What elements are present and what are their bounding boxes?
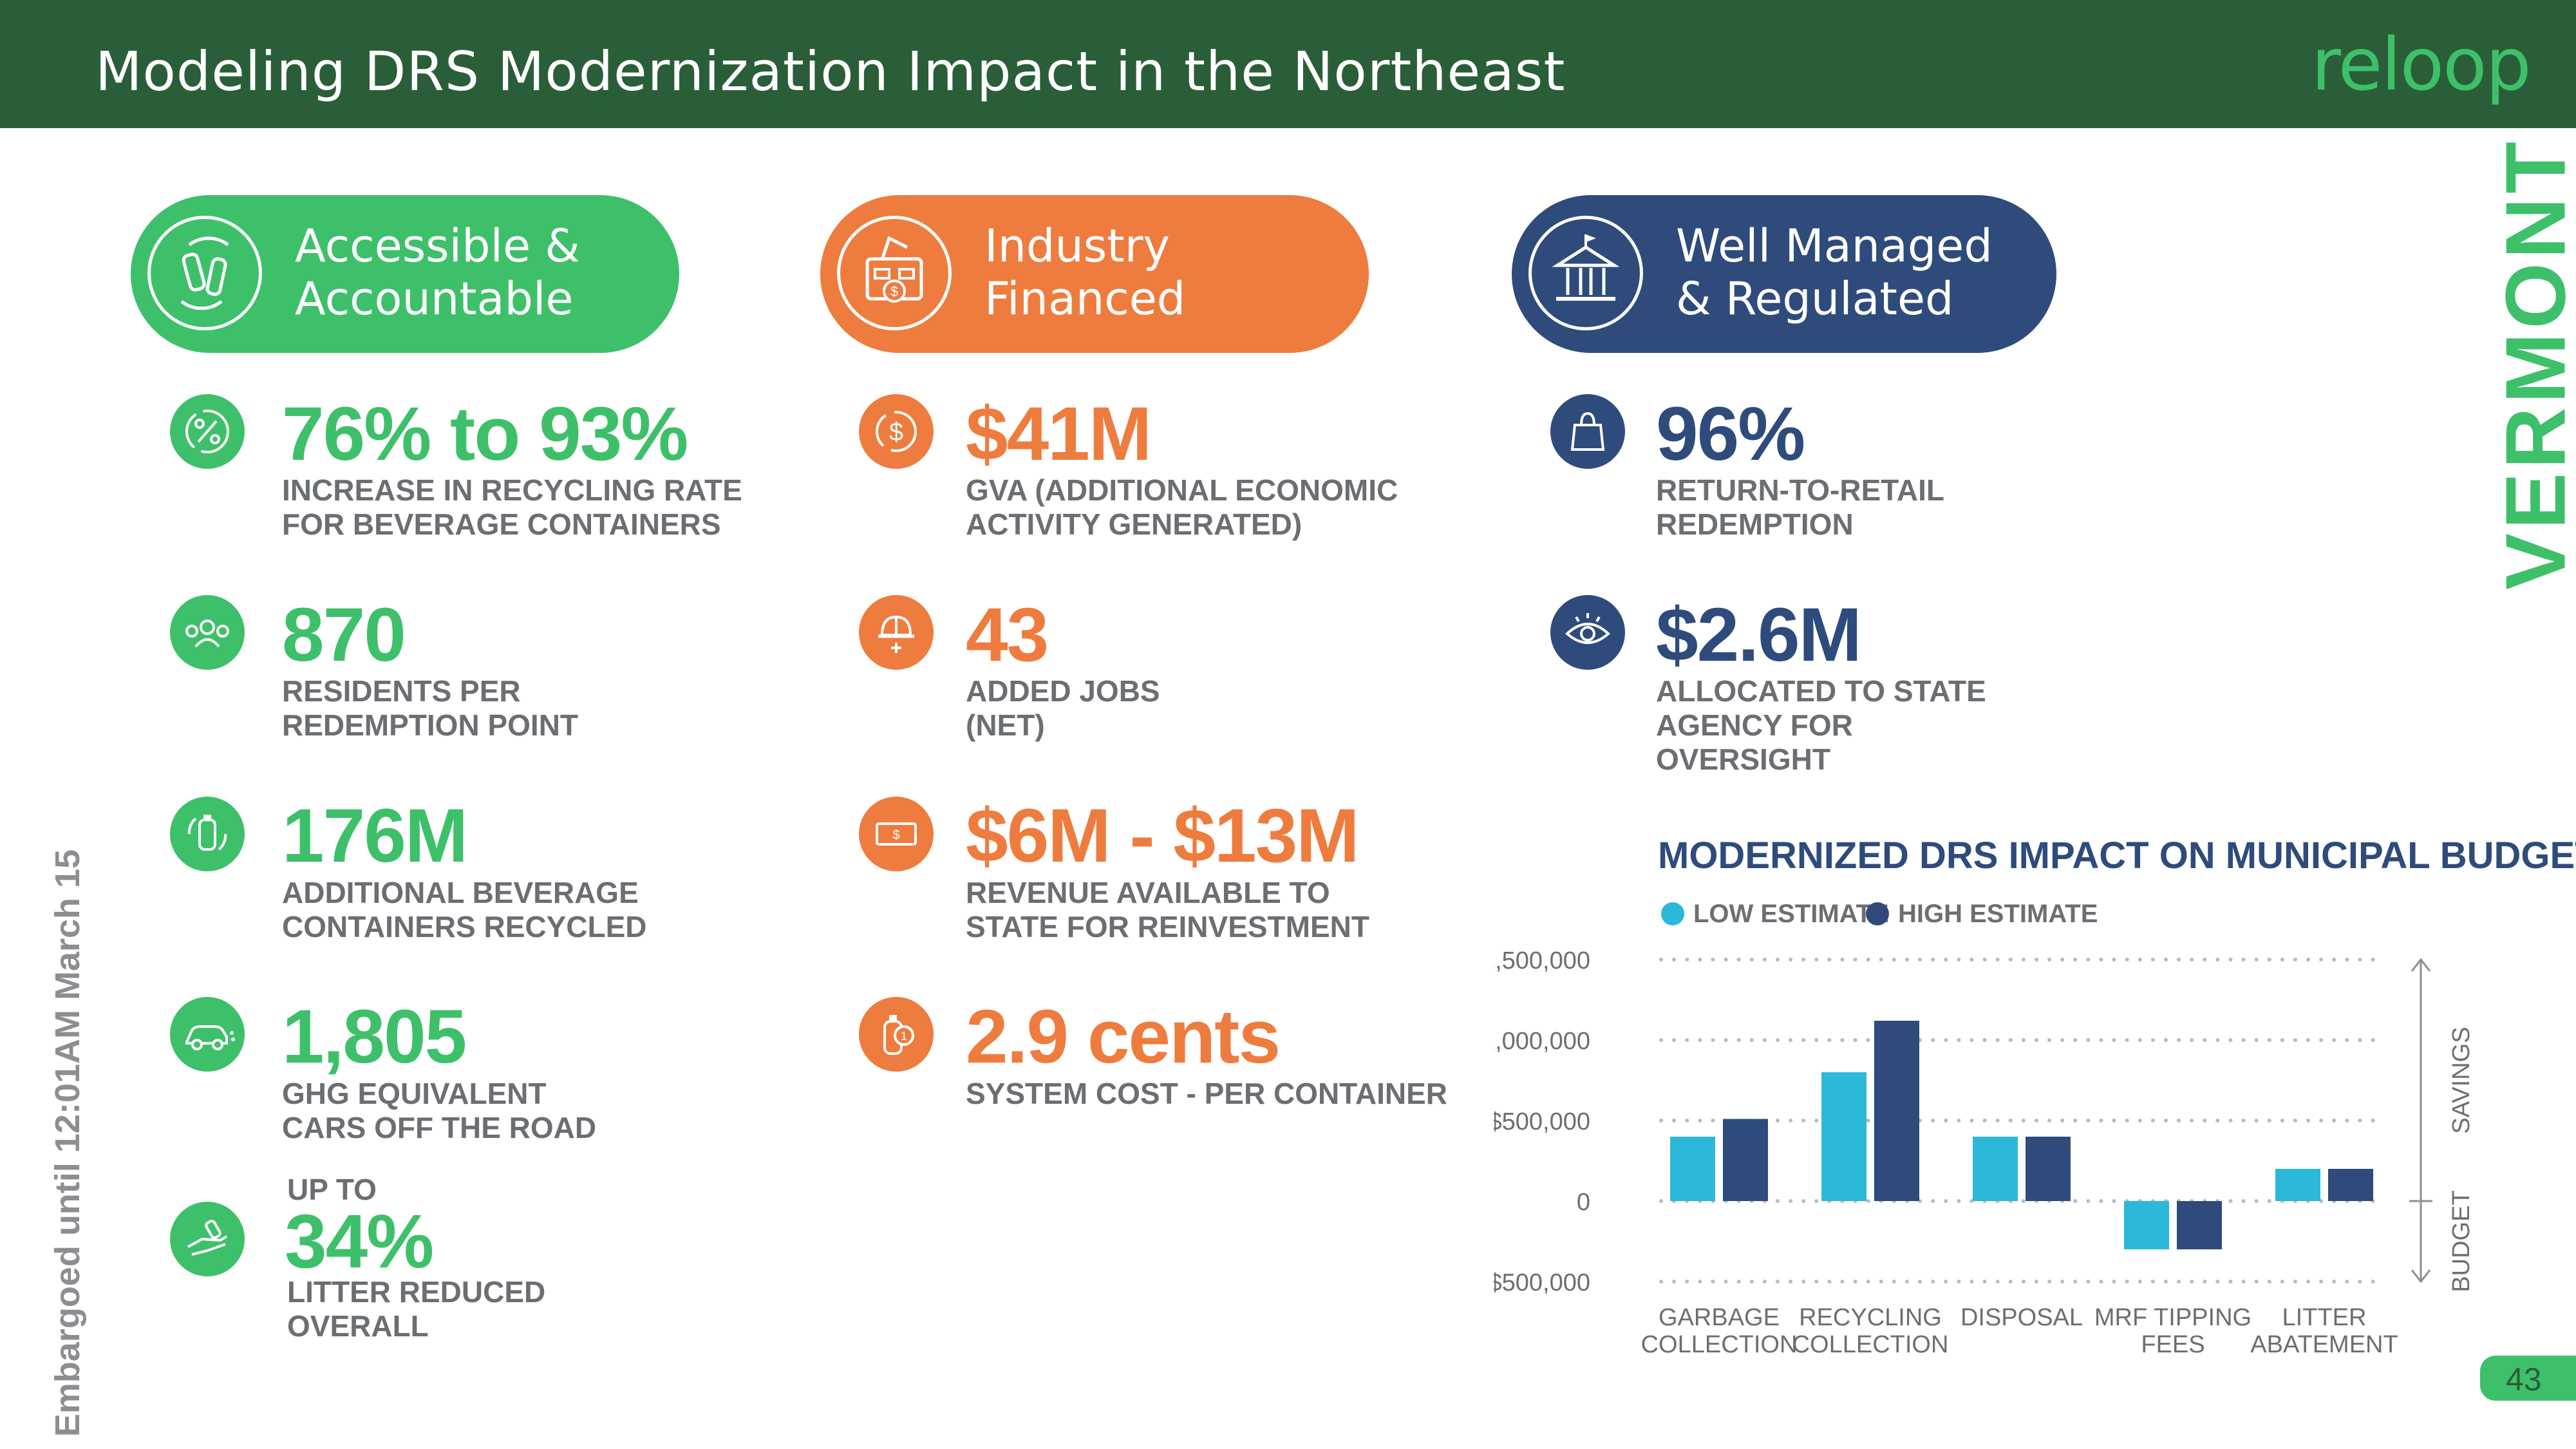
factory-money-icon: $	[837, 216, 952, 330]
y-tick-label: 0	[1577, 1189, 1590, 1216]
industry-financed-pill: $ Industry Financed	[820, 195, 1369, 353]
pill-label: Accessible & Accountable	[295, 220, 580, 325]
stat-label: SYSTEM COST - PER CONTAINER	[966, 1077, 1447, 1110]
y-tick-label: - $500,000	[1494, 1269, 1590, 1296]
stat-label: ADDITIONAL BEVERAGE CONTAINERS RECYCLED	[282, 876, 647, 943]
legend-label-high: HIGH ESTIMATE	[1898, 899, 2098, 928]
banknote-icon: $	[859, 797, 934, 871]
bar	[1723, 1119, 1768, 1201]
bottle-coin-icon: 1	[859, 997, 934, 1072]
bar	[1670, 1137, 1715, 1201]
x-category-label: ABATEMENT	[2250, 1331, 2398, 1358]
x-category-label: MRF TIPPING	[2094, 1304, 2252, 1331]
stat-value: 76% to 93%	[282, 392, 688, 477]
state-label: VERMONT	[2488, 138, 2576, 590]
stat-prefix: UP TO	[287, 1173, 377, 1206]
reloop-logo: reloop	[2311, 23, 2532, 107]
stat-label: GHG EQUIVALENT CARS OFF THE ROAD	[282, 1077, 597, 1144]
dollar-cycle-icon: $	[859, 394, 934, 469]
bottle-recycle-icon	[170, 797, 245, 871]
x-category-label: COLLECTION	[1792, 1331, 1949, 1358]
svg-text:$: $	[889, 418, 903, 446]
legend-item-low: LOW ESTIMATE	[1661, 898, 1889, 931]
stat-value: 870	[282, 592, 406, 677]
embargo-notice: Embargoed until 12:01AM March 15	[48, 849, 87, 1437]
x-category-label: RECYCLING	[1799, 1304, 1942, 1331]
stat-value: $2.6M	[1656, 592, 1862, 677]
x-category-label: LITTER	[2282, 1304, 2367, 1331]
legend-swatch-low	[1661, 902, 1684, 926]
y-tick-label: $500,000	[1494, 1108, 1590, 1135]
stat-label: RETURN-TO-RETAIL REDEMPTION	[1656, 473, 1945, 541]
savings-label: SAVINGS	[2448, 1027, 2475, 1133]
pill-label: Well Managed & Regulated	[1676, 220, 1993, 325]
bar	[2328, 1169, 2373, 1201]
hardhat-worker-icon	[859, 595, 934, 670]
stat-value: 96%	[1656, 392, 1805, 477]
stat-value: 34%	[285, 1199, 434, 1284]
government-building-icon	[1528, 216, 1643, 330]
legend-item-high: HIGH ESTIMATE	[1866, 898, 2098, 931]
stat-label: INCREASE IN RECYCLING RATE FOR BEVERAGE C…	[282, 473, 742, 541]
page-number: 43	[2506, 1361, 2542, 1397]
x-category-label: FEES	[2141, 1331, 2205, 1358]
well-managed-pill: Well Managed & Regulated	[1512, 195, 2056, 353]
budget-arrow	[2411, 1269, 2431, 1283]
stat-value: 2.9 cents	[966, 994, 1281, 1079]
savings-arrow	[2411, 958, 2431, 972]
svg-text:$: $	[892, 828, 899, 842]
bar	[2275, 1169, 2320, 1201]
stat-value: $41M	[966, 392, 1152, 477]
car-icon	[170, 997, 245, 1072]
bar	[2026, 1137, 2071, 1201]
pill-label: Industry Financed	[984, 220, 1186, 325]
bar	[1874, 1021, 1919, 1201]
municipal-budget-bar-chart: $1,500,000 $1,000,000 $500,000 0 - $500,000 G…	[1494, 947, 2475, 1358]
stat-value: 43	[966, 592, 1049, 677]
page-title: Modeling DRS Modernization Impact in the…	[95, 40, 1566, 103]
stat-label: REVENUE AVAILABLE TO STATE FOR REINVESTME…	[966, 876, 1369, 943]
x-category-label: COLLECTION	[1641, 1331, 1798, 1358]
bar	[2177, 1201, 2222, 1249]
percent-arrows-icon	[170, 394, 245, 469]
y-tick-label: $1,500,000	[1494, 947, 1590, 974]
svg-text:$: $	[890, 283, 898, 299]
stat-label: LITTER REDUCED OVERALL	[287, 1275, 546, 1343]
budget-label: BUDGET	[2448, 1190, 2475, 1292]
x-category-label: GARBAGE	[1659, 1304, 1780, 1331]
people-icon	[170, 595, 245, 670]
legend-label-low: LOW ESTIMATE	[1693, 899, 1889, 928]
stat-value: $6M - $13M	[966, 793, 1360, 878]
legend-swatch-high	[1866, 902, 1889, 926]
embargo-container: Embargoed until 12:01AM March 15	[39, 849, 97, 1437]
eye-icon	[1550, 595, 1625, 670]
bar	[1821, 1072, 1866, 1201]
header-bar: Modeling DRS Modernization Impact in the…	[0, 0, 2576, 128]
stat-label: GVA (ADDITIONAL ECONOMIC ACTIVITY GENERAT…	[966, 473, 1398, 541]
chart-title: MODERNIZED DRS IMPACT ON MUNICIPAL BUDGE…	[1658, 835, 2576, 876]
recycle-bottles-icon	[147, 216, 262, 330]
stat-label: RESIDENTS PER REDEMPTION POINT	[282, 674, 579, 742]
shopping-bag-icon	[1550, 394, 1625, 469]
bar	[1973, 1137, 2018, 1201]
litter-hand-icon	[170, 1202, 245, 1276]
stat-label: ALLOCATED TO STATE AGENCY FOR OVERSIGHT	[1656, 674, 1986, 776]
y-tick-label: $1,000,000	[1494, 1028, 1590, 1055]
stat-value: 1,805	[282, 994, 467, 1079]
svg-text:1: 1	[901, 1030, 907, 1043]
stat-label: ADDED JOBS (NET)	[966, 674, 1160, 742]
stat-value: 176M	[282, 793, 468, 878]
accessible-accountable-pill: Accessible & Accountable	[131, 195, 679, 353]
page-number-tab: 43	[2480, 1356, 2576, 1401]
x-category-label: DISPOSAL	[1960, 1304, 2083, 1331]
bar	[2124, 1201, 2169, 1249]
state-label-container: VERMONT	[2488, 138, 2576, 590]
